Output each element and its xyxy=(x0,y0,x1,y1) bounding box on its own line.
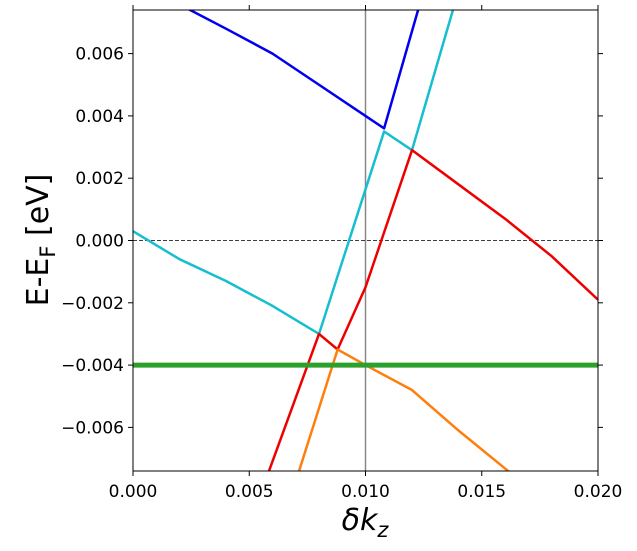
y-tick-label: −0.002 xyxy=(61,294,124,314)
series-line xyxy=(187,10,420,130)
x-label-main: δk xyxy=(342,503,379,538)
x-label-sub: z xyxy=(376,518,389,542)
series-line xyxy=(297,348,511,471)
x-axis-label: δkz xyxy=(342,503,390,542)
y-tick-label: 0.002 xyxy=(75,169,124,189)
y-tick-label: 0.006 xyxy=(75,45,124,65)
x-tick-label: 0.010 xyxy=(341,482,390,502)
plot-area xyxy=(133,10,598,471)
x-tick-label: 0.005 xyxy=(225,482,274,502)
y-tick-label: 0.004 xyxy=(75,107,124,127)
y-axis-label: E-EF [eV] xyxy=(21,174,60,307)
y-tick-label: −0.004 xyxy=(61,356,124,376)
y-label-end: [eV] xyxy=(21,174,56,246)
y-label-sub: F xyxy=(36,246,60,258)
series-line xyxy=(267,148,598,471)
x-tick-label: 0.000 xyxy=(109,482,158,502)
x-tick-label: 0.015 xyxy=(457,482,506,502)
y-label-main: E-E xyxy=(21,258,56,307)
x-tick-label: 0.020 xyxy=(574,482,623,502)
y-tick-label: 0.000 xyxy=(75,232,124,252)
series-line xyxy=(133,10,455,336)
y-tick-label: −0.006 xyxy=(61,418,124,438)
